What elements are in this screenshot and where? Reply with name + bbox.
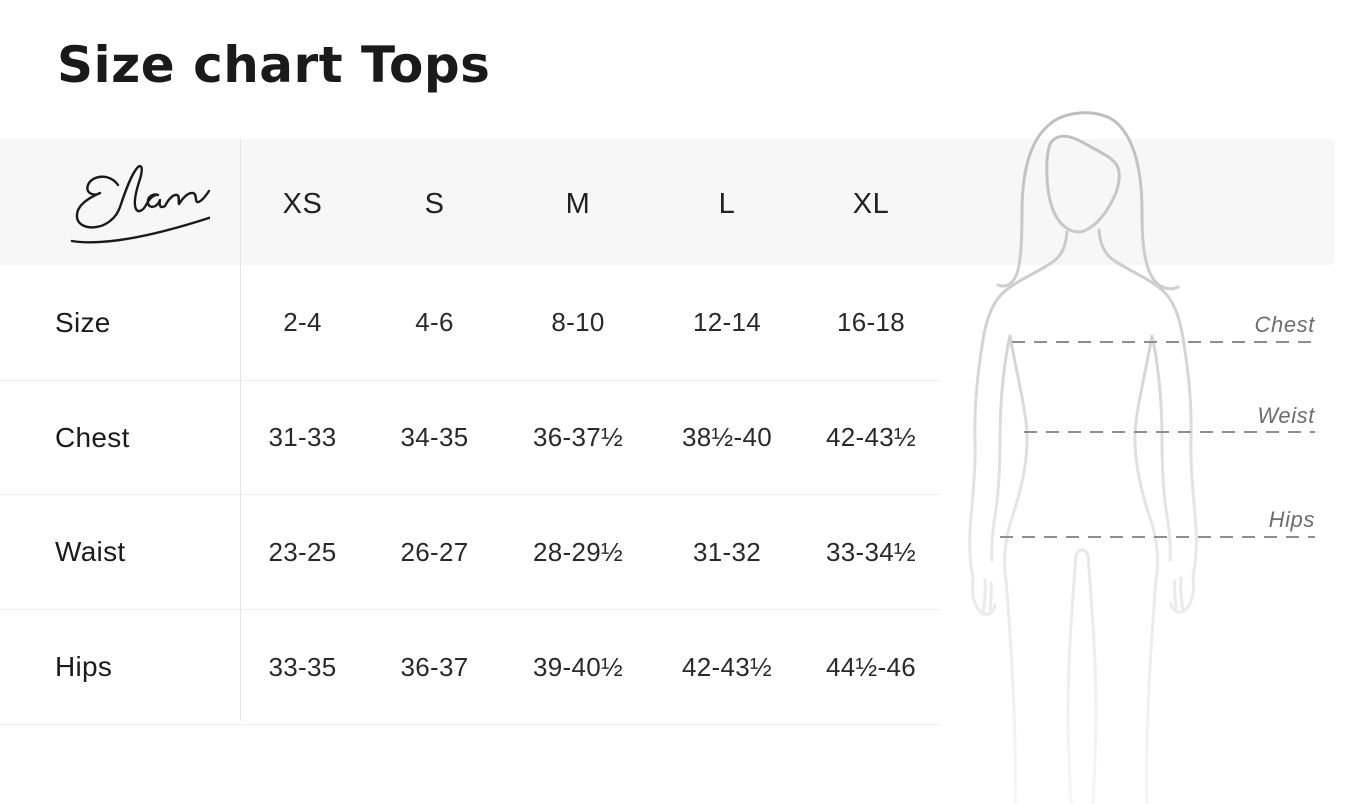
table-column-divider <box>240 139 241 721</box>
figure-left-torso <box>1002 334 1029 804</box>
figure-label-chest: Chest <box>1254 312 1315 337</box>
table-cell: 28-29½ <box>533 536 623 567</box>
table-cell: 16-18 <box>837 307 905 337</box>
table-cell: 36-37½ <box>533 422 623 452</box>
table-cell: 36-37 <box>400 651 469 682</box>
table-cell: 12-14 <box>693 307 761 337</box>
figure-right-torso <box>1133 334 1160 804</box>
row-label-size: Size <box>55 306 111 338</box>
row-label-hips: Hips <box>55 651 113 682</box>
table-row-hips: Hips 33-35 36-37 39-40½ 42-43½ 44½-46 <box>0 610 940 725</box>
table-cell: 33-35 <box>268 651 337 682</box>
figure-left-arm <box>968 230 1069 616</box>
table-header-row: XS S M L XL <box>0 139 940 265</box>
table-cell: 23-25 <box>268 536 337 567</box>
table-row-chest: Chest 31-33 34-35 36-37½ 38½-40 42-43½ <box>0 381 940 495</box>
table-cell: 2-4 <box>283 307 322 337</box>
figure-right-fingers <box>1173 576 1185 613</box>
table-cell: 26-27 <box>400 536 469 567</box>
figure-inner-legs <box>1066 548 1098 804</box>
figure-right-arm <box>1097 228 1198 614</box>
woman-silhouette-illustration <box>968 111 1198 804</box>
table-cell: 42-43½ <box>826 422 916 452</box>
table-row-waist: Waist 23-25 26-27 28-29½ 31-32 33-34½ <box>0 495 940 610</box>
table-cell: 38½-40 <box>682 422 772 452</box>
table-cell: 8-10 <box>551 307 605 337</box>
figure-face <box>1045 134 1121 234</box>
size-column-header-xl: XL <box>852 187 890 220</box>
size-column-header-l: L <box>718 187 736 220</box>
row-label-chest: Chest <box>55 421 130 453</box>
figure-label-weist: Weist <box>1257 403 1315 428</box>
size-column-header-s: S <box>424 187 445 220</box>
table-cell: 44½-46 <box>826 651 916 682</box>
size-column-header-m: M <box>565 187 591 220</box>
brand-logo-elan <box>70 165 210 244</box>
figure-right-inner-arm <box>1150 334 1172 562</box>
size-chart-table: XS S M L XL Size 2-4 4-6 8-10 12-14 16-1… <box>0 139 940 725</box>
page-title: Size chart Tops <box>57 36 491 94</box>
brand-signature-word <box>75 165 210 229</box>
table-cell: 39-40½ <box>533 651 623 682</box>
figure-left-fingers <box>981 578 993 615</box>
figure-hair <box>996 111 1180 291</box>
row-label-waist: Waist <box>55 536 126 567</box>
brand-signature-underline <box>70 216 210 244</box>
size-column-header-xs: XS <box>282 187 323 220</box>
table-cell: 31-32 <box>693 536 761 567</box>
table-cell: 42-43½ <box>682 651 772 682</box>
figure-left-inner-arm <box>990 334 1012 562</box>
table-row-size: Size 2-4 4-6 8-10 12-14 16-18 <box>0 265 940 381</box>
table-cell: 33-34½ <box>826 536 916 567</box>
brand-logo-cell <box>0 139 240 265</box>
table-cell: 34-35 <box>400 422 469 452</box>
figure-label-hips: Hips <box>1268 507 1315 532</box>
table-cell: 4-6 <box>415 307 454 337</box>
table-cell: 31-33 <box>268 422 337 452</box>
